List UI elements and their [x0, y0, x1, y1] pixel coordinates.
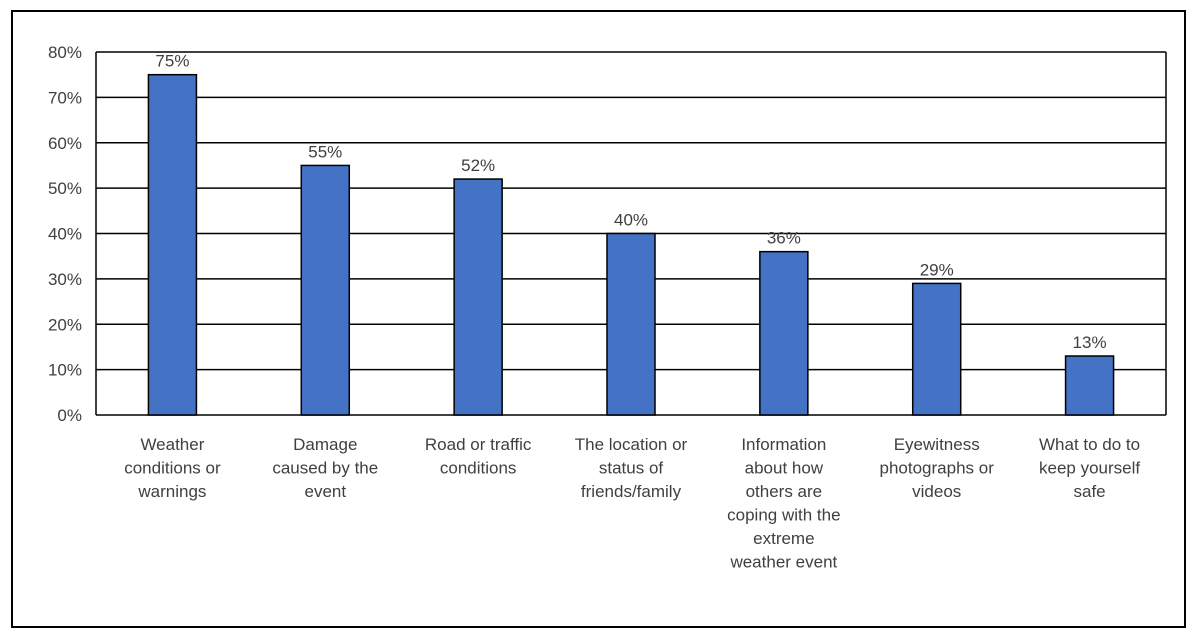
y-tick-label: 50% — [48, 179, 82, 198]
y-tick-label: 0% — [57, 406, 82, 425]
y-tick-label: 40% — [48, 225, 82, 244]
y-tick-label: 10% — [48, 361, 82, 380]
bar — [147, 73, 198, 416]
data-label: 40% — [614, 211, 648, 230]
y-tick-label: 70% — [48, 88, 82, 107]
x-category-label: Road or traffic conditions — [425, 435, 532, 478]
y-tick-label: 60% — [48, 134, 82, 153]
bar — [759, 250, 809, 416]
data-label: 29% — [920, 260, 954, 279]
bar — [1064, 355, 1115, 416]
data-label: 55% — [308, 142, 342, 161]
bar — [453, 178, 503, 416]
x-category-label: Damage caused by the event — [272, 435, 378, 501]
data-label: 36% — [767, 229, 801, 248]
data-label: 52% — [461, 156, 495, 175]
x-category-label: What to do to keep yourself safe — [1039, 435, 1140, 501]
bar — [911, 282, 962, 416]
data-label: 13% — [1073, 333, 1107, 352]
y-tick-label: 80% — [48, 43, 82, 62]
x-category-label: Eyewitness photographs or videos — [880, 435, 995, 501]
x-category-label: Information about how others are coping wit… — [727, 435, 840, 572]
x-category-label: Weather conditions or warnings — [124, 435, 221, 501]
data-label: 75% — [155, 52, 189, 71]
x-category-label: The location or status of friends/family — [575, 435, 688, 501]
bar — [300, 164, 351, 416]
bar — [606, 232, 656, 416]
y-tick-label: 20% — [48, 315, 82, 334]
y-tick-label: 30% — [48, 270, 82, 289]
chart-frame — [11, 10, 1186, 628]
